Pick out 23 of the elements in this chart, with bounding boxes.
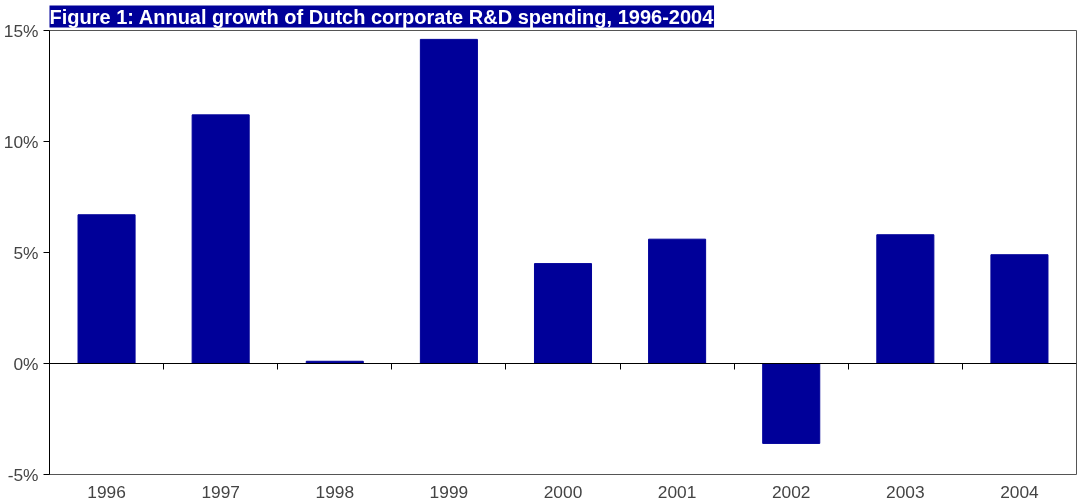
y-tick-label: -5% [7, 464, 39, 485]
bar [419, 38, 478, 364]
x-tick-label: 2003 [886, 481, 925, 502]
bar [533, 263, 593, 364]
x-tick-label: 2004 [1000, 481, 1040, 502]
x-tick-label: 1996 [87, 481, 126, 502]
y-tick-label: 0% [13, 353, 39, 374]
bar [876, 234, 935, 364]
x-tick-label: 2000 [543, 481, 583, 502]
bar [990, 254, 1049, 364]
bar [762, 363, 821, 444]
bar [191, 114, 250, 364]
bar [77, 214, 136, 364]
x-tick-label: 1997 [201, 481, 240, 502]
x-tick-label: 1998 [315, 481, 355, 502]
y-tick-label: 15% [3, 20, 39, 41]
bar [648, 238, 707, 364]
x-tick-label: 2002 [771, 481, 811, 502]
y-tick-label: 10% [3, 131, 39, 152]
x-tick-label: 2001 [657, 481, 697, 502]
y-tick-label: 5% [13, 242, 39, 263]
x-tick-label: 1999 [429, 481, 469, 502]
chart-title: Figure 1: Annual growth of Dutch corporate R&D spending, 1996-2004 [49, 5, 715, 28]
